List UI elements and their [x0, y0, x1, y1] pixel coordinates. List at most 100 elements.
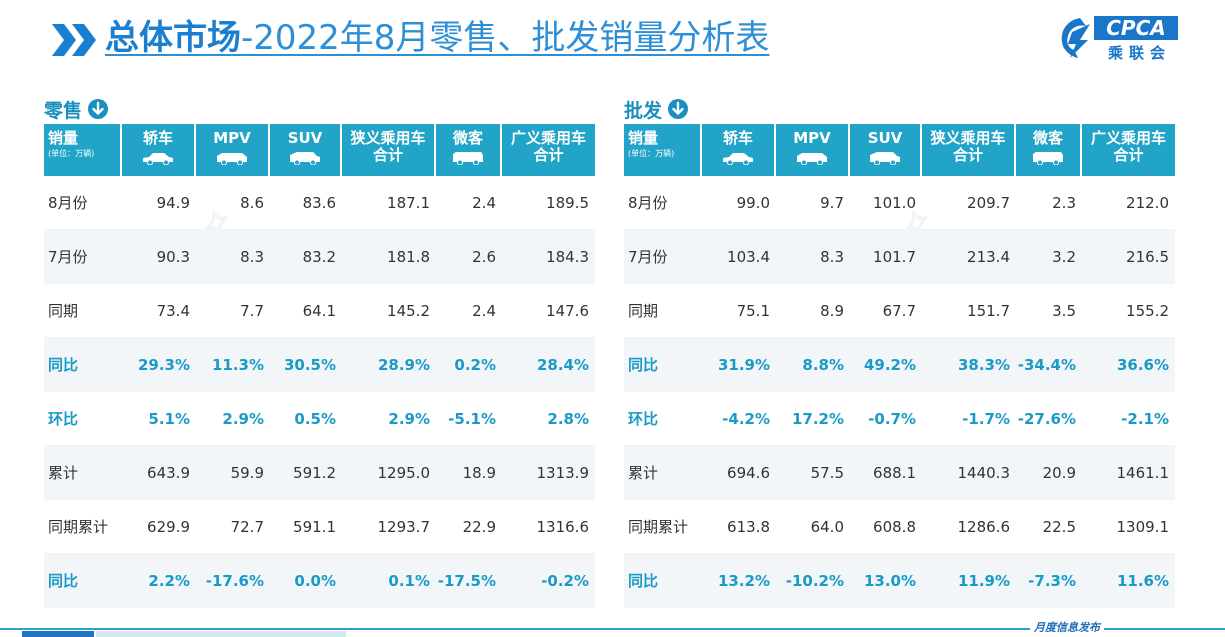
table-cell: 216.5 — [1126, 247, 1169, 266]
header-label: 狭义乘用车 — [350, 129, 426, 147]
table-cell: 49.2% — [863, 355, 916, 374]
header-label: SUV — [867, 129, 903, 147]
row-label: 8月份 — [48, 194, 88, 212]
table-row: 同期累计 629.9 72.7 591.1 1293.7 22.9 1316.6 — [44, 500, 595, 554]
unit-header: 销量 (单位：万辆) — [44, 124, 122, 176]
header-sedan: 轿车 — [702, 124, 776, 176]
table-cell: 209.7 — [967, 193, 1010, 212]
table-cell: 22.5 — [1042, 517, 1076, 536]
van-icon — [453, 152, 483, 165]
table-cell: 67.7 — [882, 301, 916, 320]
table-cell: 0.0% — [294, 571, 336, 590]
retail-table-header: 销量 (单位：万辆) 轿车 MPV SUV 狭义乘用车 合计 微客 广义乘用车 … — [44, 124, 595, 176]
header-label: 狭义乘用车 — [930, 129, 1006, 147]
table-cell: 101.0 — [873, 193, 916, 212]
table-cell: 189.5 — [546, 193, 589, 212]
retail-title: 零售 — [44, 94, 595, 124]
table-cell: 1293.7 — [377, 517, 431, 536]
header-minivan: 微客 — [1016, 124, 1082, 176]
table-cell: 9.7 — [820, 193, 844, 212]
table-cell: -7.3% — [1028, 571, 1076, 590]
header-label: 微客 — [452, 129, 483, 147]
header-label: MPV — [213, 129, 251, 147]
table-cell: 13.0% — [863, 571, 916, 590]
table-cell: 8.9 — [820, 301, 844, 320]
table-cell: 608.8 — [873, 517, 916, 536]
table-row: 同比 29.3% 11.3% 30.5% 28.9% 0.2% 28.4% — [44, 338, 595, 392]
table-cell: 73.4 — [156, 301, 190, 320]
table-cell: 688.1 — [873, 463, 916, 482]
logo-text: CPCA — [1094, 16, 1178, 40]
unit-label: 销量 — [628, 129, 659, 147]
table-cell: 5.1% — [148, 409, 190, 428]
unit-header: 销量 (单位：万辆) — [624, 124, 702, 176]
table-row: 8月份 99.0 9.7 101.0 209.7 2.3 212.0 — [624, 176, 1175, 230]
row-label: 同比 — [48, 572, 79, 590]
table-cell: 2.4 — [472, 301, 496, 320]
table-cell: 8.3 — [240, 247, 264, 266]
table-row: 7月份 103.4 8.3 101.7 213.4 3.2 216.5 — [624, 230, 1175, 284]
header-suv: SUV — [850, 124, 922, 176]
table-cell: 613.8 — [727, 517, 770, 536]
table-cell: 29.3% — [137, 355, 190, 374]
header-mpv: MPV — [776, 124, 850, 176]
table-cell: 212.0 — [1126, 193, 1169, 212]
table-cell: 13.2% — [717, 571, 770, 590]
arrow-down-circle-icon — [668, 99, 689, 119]
logo-cn-text: 乘联会 — [1108, 44, 1172, 62]
table-cell: 8.3 — [820, 247, 844, 266]
suv-icon — [290, 152, 320, 165]
table-cell: 94.9 — [156, 193, 190, 212]
table-cell: 1440.3 — [957, 463, 1011, 482]
row-label: 环比 — [48, 410, 79, 428]
arrow-down-circle-icon — [88, 99, 109, 119]
table-cell: 1295.0 — [377, 463, 431, 482]
table-cell: 3.5 — [1052, 301, 1076, 320]
header-minivan: 微客 — [436, 124, 502, 176]
table-cell: 83.2 — [302, 247, 336, 266]
wholesale-table-body: 8月份 99.0 9.7 101.0 209.7 2.3 212.0 7月份 103.4 8.3 1… — [624, 176, 1175, 608]
header-label-line2: 合计 — [952, 146, 983, 164]
table-cell: 28.9% — [377, 355, 430, 374]
table-cell: -4.2% — [722, 409, 770, 428]
footer-divider — [0, 628, 1225, 630]
row-label: 同比 — [628, 356, 659, 374]
row-label: 同期累计 — [48, 518, 109, 536]
header-sedan: 轿车 — [122, 124, 196, 176]
table-cell: 591.1 — [293, 517, 336, 536]
table-cell: 64.0 — [810, 517, 844, 536]
footer-tab-active[interactable] — [22, 631, 94, 637]
table-cell: 2.4 — [472, 193, 496, 212]
table-cell: 28.4% — [536, 355, 589, 374]
table-cell: 101.7 — [873, 247, 916, 266]
table-row: 同期累计 613.8 64.0 608.8 1286.6 22.5 1309.1 — [624, 500, 1175, 554]
table-cell: 0.5% — [294, 409, 336, 428]
table-cell: 147.6 — [546, 301, 589, 320]
table-cell: 64.1 — [302, 301, 336, 320]
table-cell: 151.7 — [967, 301, 1010, 320]
footer-tab-strip — [96, 631, 346, 637]
table-cell: -0.2% — [541, 571, 589, 590]
table-cell: 75.1 — [736, 301, 770, 320]
row-label: 同期 — [628, 302, 659, 320]
table-cell: 1313.9 — [536, 463, 590, 482]
row-label: 同期累计 — [628, 518, 689, 536]
unit-note: (单位：万辆) — [48, 149, 95, 158]
header-mpv: MPV — [196, 124, 270, 176]
table-cell: 2.2% — [148, 571, 190, 590]
title-bold: 总体市场 — [105, 18, 241, 58]
table-cell: 591.2 — [293, 463, 336, 482]
table-cell: 17.2% — [791, 409, 844, 428]
table-row: 同比 31.9% 8.8% 49.2% 38.3% -34.4% 36.6% — [624, 338, 1175, 392]
cpca-logo: CPCA 乘联会 — [1050, 10, 1180, 65]
table-cell: -34.4% — [1017, 355, 1076, 374]
table-cell: 0.1% — [388, 571, 430, 590]
retail-table-body: 8月份 94.9 8.6 83.6 187.1 2.4 189.5 7月份 90.3 8.3 83.… — [44, 176, 595, 608]
table-cell: 8.6 — [240, 193, 264, 212]
table-cell: 22.9 — [462, 517, 496, 536]
table-cell: 2.3 — [1052, 193, 1076, 212]
table-cell: 1461.1 — [1116, 463, 1170, 482]
suv-icon — [870, 152, 900, 165]
unit-note: (单位：万辆) — [628, 149, 675, 158]
table-cell: -10.2% — [785, 571, 844, 590]
